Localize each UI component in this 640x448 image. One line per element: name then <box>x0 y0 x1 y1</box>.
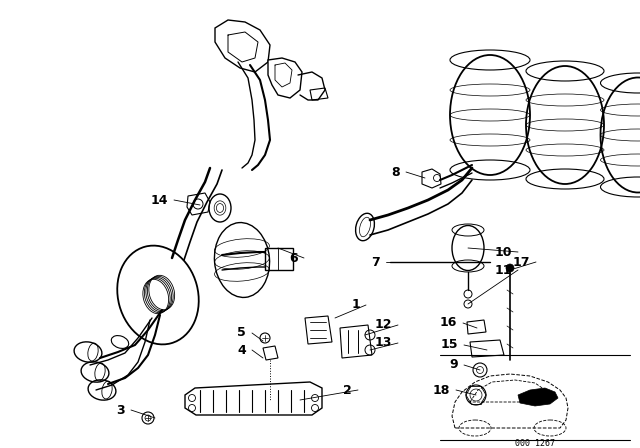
Text: 7: 7 <box>371 255 380 268</box>
Bar <box>265 248 293 270</box>
Text: 11: 11 <box>495 263 512 276</box>
Polygon shape <box>305 316 332 344</box>
Polygon shape <box>518 388 558 406</box>
Polygon shape <box>467 320 486 334</box>
Text: 1: 1 <box>351 298 360 311</box>
Text: 17: 17 <box>513 255 530 268</box>
Polygon shape <box>268 58 302 98</box>
Polygon shape <box>215 20 270 72</box>
Text: 14: 14 <box>150 194 168 207</box>
Polygon shape <box>340 325 372 358</box>
Text: 15: 15 <box>440 339 458 352</box>
Text: 3: 3 <box>116 404 125 417</box>
Text: 5: 5 <box>237 327 246 340</box>
Polygon shape <box>422 169 441 188</box>
Text: 10: 10 <box>495 246 512 258</box>
Text: 4: 4 <box>237 344 246 357</box>
Text: 000 1267: 000 1267 <box>515 439 555 448</box>
Polygon shape <box>310 88 328 100</box>
Text: 9: 9 <box>449 358 458 371</box>
Text: 18: 18 <box>433 383 450 396</box>
Circle shape <box>506 264 514 272</box>
Text: 16: 16 <box>440 316 457 329</box>
Text: 12: 12 <box>374 319 392 332</box>
Polygon shape <box>470 340 504 357</box>
Text: 2: 2 <box>343 383 352 396</box>
Polygon shape <box>187 193 210 215</box>
Polygon shape <box>263 346 278 360</box>
Text: 13: 13 <box>374 336 392 349</box>
Text: 8: 8 <box>392 165 400 178</box>
Polygon shape <box>185 382 322 415</box>
Text: 6: 6 <box>289 251 298 264</box>
